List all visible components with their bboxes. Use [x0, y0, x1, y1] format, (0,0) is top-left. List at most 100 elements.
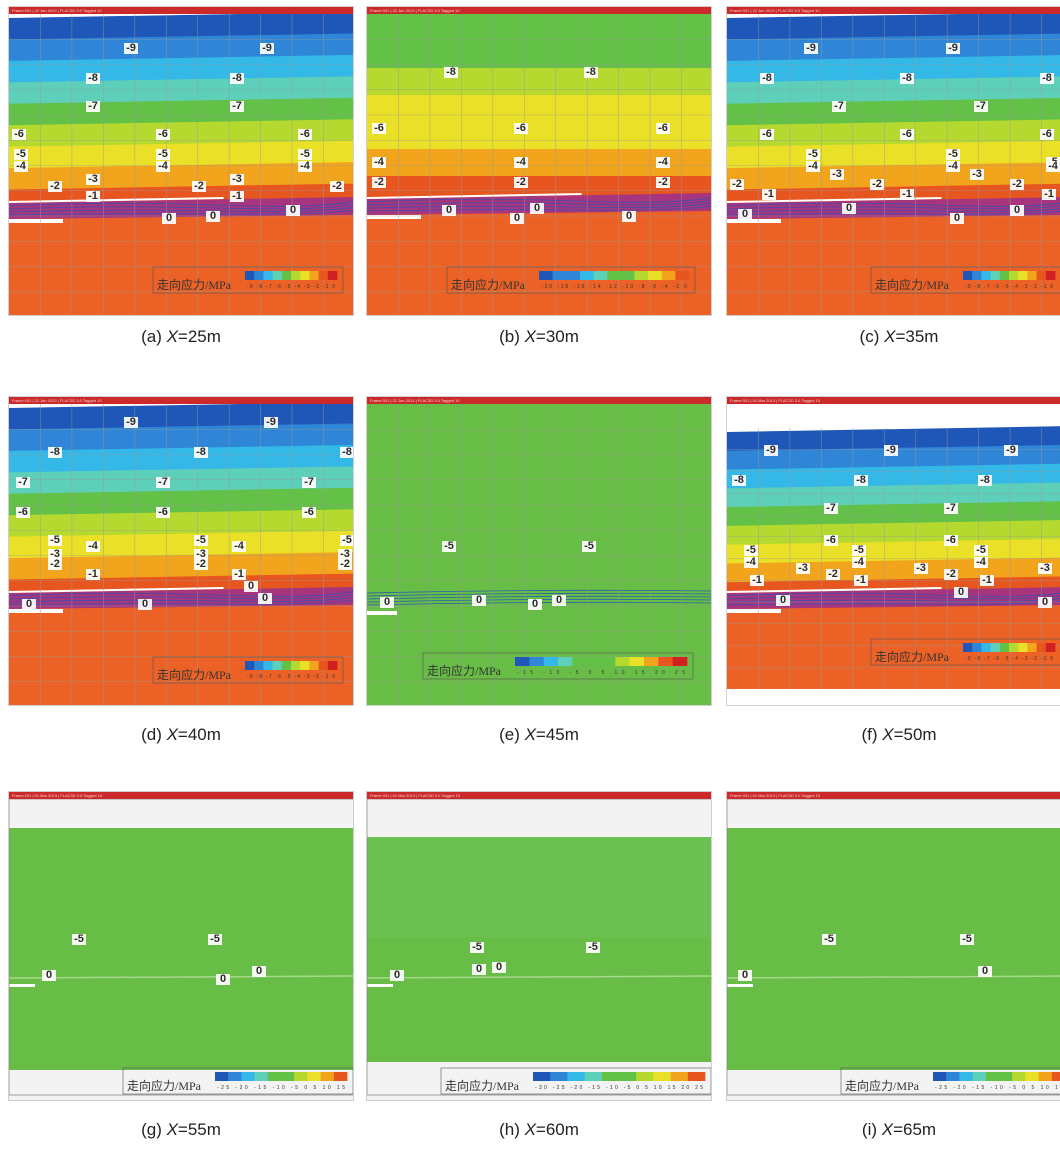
- contour-label: -4: [372, 156, 386, 168]
- contour-label: -3: [914, 562, 928, 574]
- svg-text:-6: -6: [374, 122, 384, 134]
- svg-text:-1: -1: [88, 568, 98, 580]
- legend-swatch: [593, 271, 608, 280]
- caption-variable: X: [882, 725, 894, 744]
- panel-caption: (c) X=35m: [726, 327, 1060, 347]
- window-header-bar: [727, 397, 1060, 404]
- stress-contour-plot: 走向应力/MPa -15 -10 -5 0 5 10 15 20 25 Frame …: [367, 397, 711, 705]
- contour-panel: 走向应力/MPa -9 -8 -7 -6 -5 -4 -3 -2 -1 0 Fram…: [8, 6, 354, 316]
- stress-band: [727, 463, 1060, 490]
- svg-text:-9: -9: [266, 416, 276, 428]
- svg-text:-8: -8: [902, 72, 912, 84]
- stress-band: [367, 14, 711, 42]
- svg-text:0: 0: [742, 208, 748, 220]
- svg-text:-5: -5: [158, 148, 168, 160]
- contour-label: -4: [974, 556, 988, 568]
- header-text: Frame 001 | 01 Mar 2013 | FLAC3D 3.0 Tag…: [730, 398, 821, 403]
- caption-value: =30m: [535, 327, 579, 346]
- legend-title: 走向应力/MPa: [875, 649, 950, 664]
- svg-text:-6: -6: [516, 122, 526, 134]
- legend-swatch: [254, 661, 264, 670]
- contour-label: 0: [1010, 204, 1024, 216]
- svg-text:-7: -7: [158, 476, 168, 488]
- svg-text:-2: -2: [516, 176, 526, 188]
- legend-swatch: [1018, 271, 1028, 280]
- stress-band: [9, 466, 353, 495]
- contour-label: -8: [444, 66, 458, 78]
- svg-text:-2: -2: [374, 176, 384, 188]
- contour-label: 0: [950, 212, 964, 224]
- contour-label: -3: [796, 562, 810, 574]
- header-text: Frame 001 | 01 Mar 2013 | FLAC3D 3.0 Tag…: [12, 793, 103, 798]
- svg-text:-4: -4: [1048, 160, 1059, 172]
- svg-text:0: 0: [556, 594, 562, 606]
- legend-swatch: [281, 661, 292, 670]
- header-text: Frame 001 | 22 Jan 2013 | FLAC3D 3.0 Tag…: [730, 8, 820, 13]
- svg-text:-7: -7: [18, 476, 28, 488]
- window-header-bar: [367, 792, 711, 799]
- legend-swatch: [558, 657, 573, 666]
- svg-text:-5: -5: [962, 933, 972, 945]
- svg-text:-9: -9: [262, 42, 272, 54]
- svg-text:0: 0: [846, 202, 852, 214]
- contour-label: -4: [86, 540, 100, 552]
- legend-swatch: [1009, 643, 1019, 652]
- legend-swatch: [1036, 643, 1047, 652]
- contour-label: -8: [732, 474, 746, 486]
- svg-text:-1: -1: [902, 188, 912, 200]
- contour-label: 0: [286, 204, 300, 216]
- contour-label: -4: [298, 160, 312, 172]
- svg-text:0: 0: [982, 965, 988, 977]
- legend-swatch: [999, 1072, 1013, 1081]
- svg-text:-7: -7: [826, 502, 836, 514]
- legend-swatch: [1018, 643, 1028, 652]
- panel-caption: (i) X=65m: [726, 1120, 1060, 1140]
- legend-swatch: [990, 271, 1001, 280]
- contour-label: -5: [14, 148, 28, 160]
- contour-label: -8: [584, 66, 598, 78]
- legend-swatch: [990, 643, 1001, 652]
- svg-text:-6: -6: [826, 534, 836, 546]
- contour-label: -5: [822, 933, 836, 945]
- svg-text:-6: -6: [14, 128, 24, 140]
- caption-index: (b): [499, 327, 525, 346]
- contour-label: -5: [72, 933, 86, 945]
- legend-swatch: [245, 661, 255, 670]
- legend-swatch: [601, 657, 616, 666]
- svg-text:0: 0: [514, 212, 520, 224]
- svg-text:-4: -4: [808, 160, 819, 172]
- svg-text:-8: -8: [734, 474, 744, 486]
- contour-label: -7: [944, 502, 958, 514]
- panel-caption: (g) X=55m: [8, 1120, 354, 1140]
- contour-label: -3: [1038, 562, 1052, 574]
- contour-label: -8: [340, 446, 353, 458]
- contour-label: -9: [124, 42, 138, 54]
- svg-text:-1: -1: [232, 190, 242, 202]
- legend-swatch: [245, 271, 255, 280]
- contour-label: -7: [832, 100, 846, 112]
- legend-swatch: [653, 1072, 671, 1081]
- svg-text:-6: -6: [300, 128, 310, 140]
- stress-band: [727, 426, 1060, 452]
- legend-swatch: [254, 1072, 269, 1081]
- legend-swatch: [670, 1072, 689, 1081]
- svg-text:-5: -5: [50, 534, 60, 546]
- svg-text:-2: -2: [1012, 178, 1022, 190]
- svg-text:-4: -4: [854, 556, 865, 568]
- contour-panel: 走向应力/MPa -9 -8 -7 -6 -5 -4 -3 -2 -1 0 Fram…: [726, 396, 1060, 706]
- contour-panel: 走向应力/MPa -25 -20 -15 -10 -5 0 5 10 15 Fram…: [8, 791, 354, 1101]
- svg-text:0: 0: [780, 594, 786, 606]
- window-header-bar: [727, 7, 1060, 14]
- contour-label: -2: [870, 178, 884, 190]
- svg-text:0: 0: [290, 204, 296, 216]
- contour-label: -5: [442, 540, 456, 552]
- contour-label: -3: [970, 168, 984, 180]
- svg-text:-9: -9: [766, 444, 776, 456]
- contour-label: -3: [230, 173, 244, 185]
- svg-text:-4: -4: [16, 160, 27, 172]
- svg-text:-3: -3: [1040, 562, 1050, 574]
- contour-label: -9: [884, 444, 898, 456]
- contour-label: -1: [1042, 188, 1056, 200]
- stress-contour-plot: 走向应力/MPa -20 -18 -16 -14 -12 -10 -8 -6 -4…: [367, 7, 711, 315]
- svg-text:-4: -4: [88, 540, 99, 552]
